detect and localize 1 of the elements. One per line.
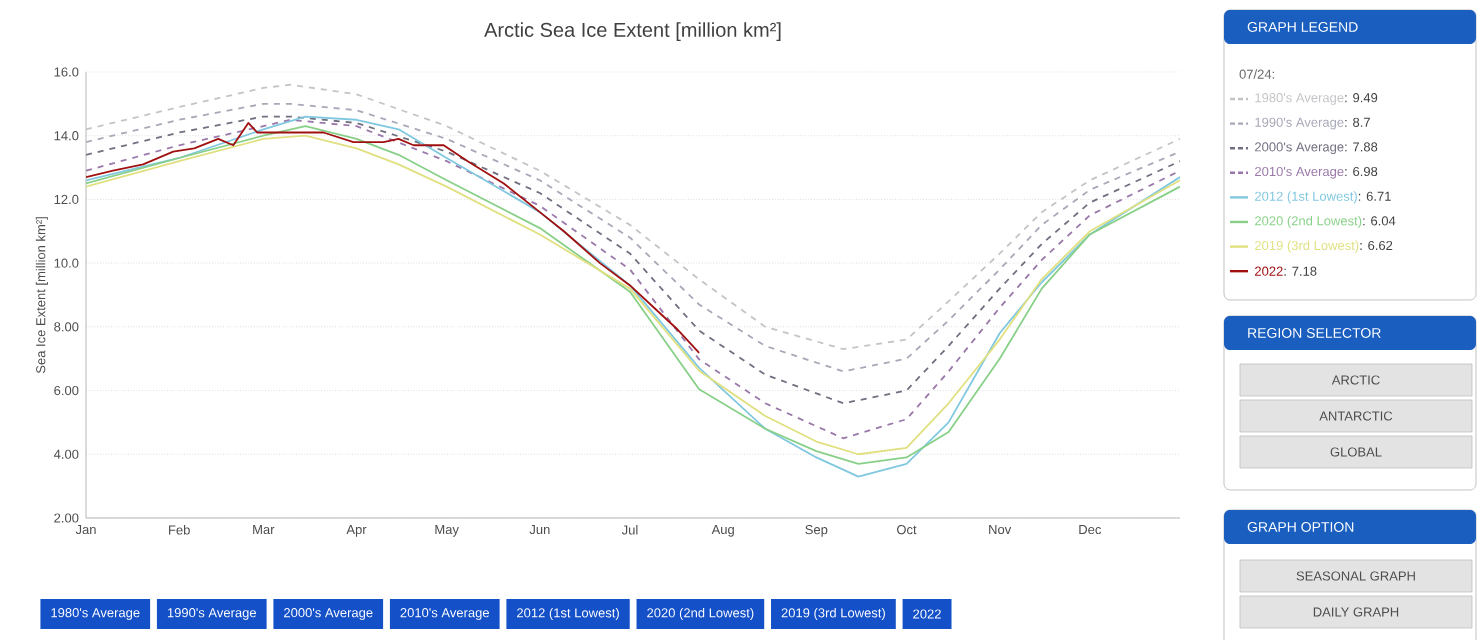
chart-title: Arctic Sea Ice Extent [million km²] bbox=[484, 22, 781, 41]
